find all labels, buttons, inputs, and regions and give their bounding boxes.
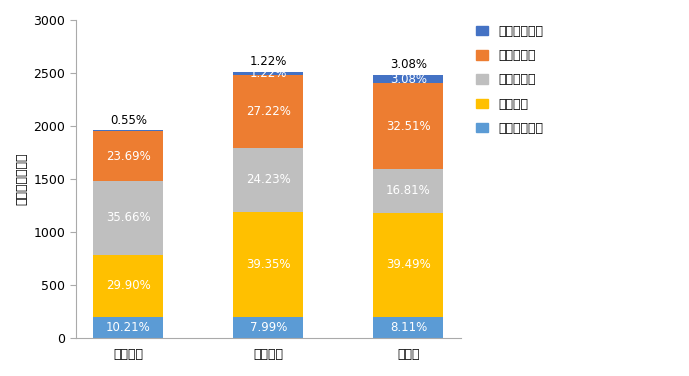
Y-axis label: 總成本（港元）: 總成本（港元） — [15, 153, 28, 205]
Text: 39.49%: 39.49% — [386, 258, 431, 271]
Bar — [373, 169, 444, 213]
Bar — [234, 148, 303, 212]
Text: 0.55%: 0.55% — [110, 114, 147, 127]
Bar — [373, 213, 444, 317]
Text: 35.66%: 35.66% — [106, 211, 151, 224]
Text: 16.81%: 16.81% — [386, 184, 431, 197]
Bar — [93, 130, 163, 132]
Text: 8.11%: 8.11% — [390, 321, 427, 334]
Bar — [373, 317, 444, 338]
Bar — [234, 212, 303, 317]
Bar — [373, 75, 444, 83]
Bar — [93, 317, 163, 338]
Text: 10.21%: 10.21% — [106, 321, 151, 334]
Text: 24.23%: 24.23% — [246, 173, 291, 186]
Text: 29.90%: 29.90% — [106, 279, 151, 293]
Text: 3.08%: 3.08% — [390, 58, 427, 71]
Bar — [234, 317, 303, 338]
Text: 27.22%: 27.22% — [246, 105, 291, 118]
Bar — [234, 75, 303, 148]
Text: 32.51%: 32.51% — [386, 120, 431, 133]
Bar — [93, 255, 163, 317]
Text: 7.99%: 7.99% — [249, 321, 287, 334]
Bar — [93, 181, 163, 255]
Text: 3.08%: 3.08% — [390, 73, 427, 86]
Bar — [93, 132, 163, 181]
Bar — [234, 72, 303, 75]
Text: 1.22%: 1.22% — [249, 67, 287, 80]
Bar — [373, 83, 444, 169]
Legend: 鎖靜藥物成本, 病理科成本, 放射科成本, 人手成本, 經常費用成本: 鎖靜藥物成本, 病理科成本, 放射科成本, 人手成本, 經常費用成本 — [471, 20, 548, 140]
Text: 23.69%: 23.69% — [106, 150, 151, 162]
Text: 1.22%: 1.22% — [249, 55, 287, 68]
Text: 39.35%: 39.35% — [246, 258, 291, 271]
